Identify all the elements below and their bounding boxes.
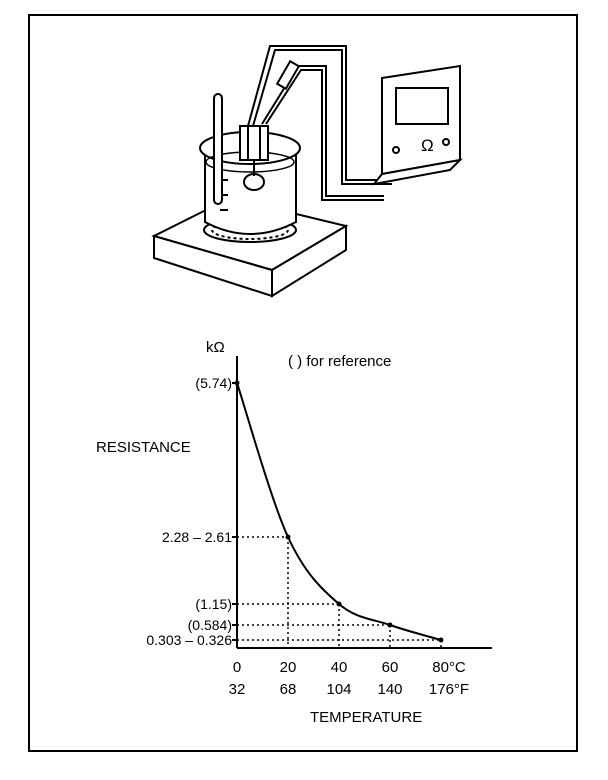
data-point: [285, 534, 291, 540]
resistance-curve: [236, 382, 442, 641]
x-tick-label-fahrenheit: 140: [377, 681, 403, 698]
data-point: [387, 622, 393, 628]
x-tick-label-fahrenheit: 176°F: [428, 681, 470, 698]
data-point: [336, 601, 342, 607]
temperature-sensor: [239, 125, 269, 191]
reference-note: ( ) for reference: [288, 353, 392, 370]
x-tick-label-fahrenheit: 104: [326, 681, 352, 698]
thermometer: [213, 93, 223, 205]
x-tick-label-celsius: 20: [279, 659, 297, 676]
x-tick-label-celsius: 40: [330, 659, 348, 676]
figure-frame: [28, 14, 578, 752]
y-tick-label: (0.584): [187, 617, 232, 633]
y-unit-label: kΩ: [206, 339, 225, 356]
y-tick-label: 0.303 – 0.326: [146, 632, 232, 648]
x-axis-title: TEMPERATURE: [310, 709, 423, 726]
x-tick-label-fahrenheit: 68: [279, 681, 297, 698]
ohm-symbol: Ω: [421, 136, 434, 155]
hot-plate: [151, 196, 349, 298]
y-tick-label: (5.74): [195, 375, 232, 391]
data-point: [438, 637, 444, 643]
y-tick-label: 2.28 – 2.61: [161, 529, 232, 545]
test-setup-illustration: Ω: [151, 45, 463, 298]
data-point: [234, 380, 240, 386]
x-tick-label-fahrenheit: 32: [228, 681, 246, 698]
test-leads: [247, 45, 392, 201]
y-tick-label: (1.15): [195, 596, 232, 612]
ohmmeter: [371, 64, 463, 186]
x-tick-label-celsius: 0: [232, 659, 242, 676]
x-tick-label-celsius: 80°C: [432, 659, 466, 676]
y-axis-title: RESISTANCE: [96, 439, 191, 456]
x-tick-label-celsius: 60: [381, 659, 399, 676]
